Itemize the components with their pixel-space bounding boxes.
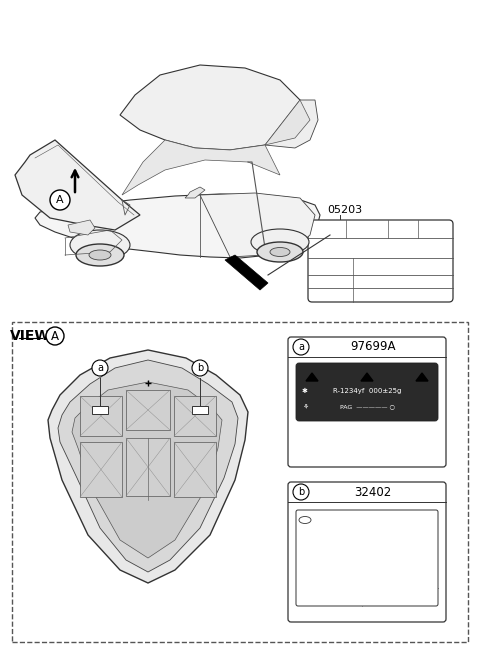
Ellipse shape [257, 242, 303, 262]
Text: ⚘: ⚘ [302, 404, 308, 410]
FancyBboxPatch shape [288, 482, 446, 622]
Polygon shape [306, 373, 318, 381]
Text: A: A [51, 329, 59, 342]
Circle shape [92, 360, 108, 376]
Bar [80, 396, 122, 436]
Ellipse shape [299, 516, 311, 523]
Ellipse shape [89, 250, 111, 260]
Text: VIEW: VIEW [10, 329, 50, 343]
Bar [92, 406, 108, 414]
Bar [174, 396, 216, 436]
Polygon shape [48, 350, 248, 583]
Bar [192, 406, 208, 414]
Bar [126, 390, 170, 430]
Ellipse shape [270, 247, 290, 256]
Polygon shape [58, 360, 238, 572]
Polygon shape [185, 187, 205, 198]
Circle shape [192, 360, 208, 376]
Polygon shape [68, 220, 95, 235]
Text: PAG  ————— ○: PAG ————— ○ [339, 405, 395, 409]
Text: a: a [97, 363, 103, 373]
Polygon shape [265, 100, 318, 148]
Polygon shape [225, 255, 268, 290]
Text: 05203: 05203 [327, 205, 362, 215]
Bar [174, 442, 216, 497]
FancyBboxPatch shape [308, 220, 453, 302]
Text: A: A [56, 195, 64, 205]
Polygon shape [122, 140, 280, 195]
Polygon shape [416, 373, 428, 381]
Text: 97699A: 97699A [350, 340, 396, 354]
Circle shape [293, 484, 309, 500]
FancyBboxPatch shape [288, 337, 446, 467]
Text: ✱: ✱ [302, 388, 308, 394]
Polygon shape [72, 382, 222, 558]
Text: 32402: 32402 [354, 485, 392, 499]
Circle shape [46, 327, 64, 345]
FancyBboxPatch shape [296, 363, 438, 421]
Ellipse shape [251, 229, 309, 255]
Polygon shape [200, 193, 315, 257]
Bar [12, 322, 468, 642]
Ellipse shape [76, 244, 124, 266]
Bar [80, 442, 122, 497]
Text: R-1234yf  000±25g: R-1234yf 000±25g [333, 388, 401, 394]
Bar [126, 438, 170, 496]
Polygon shape [265, 100, 310, 145]
Text: a: a [298, 342, 304, 352]
Polygon shape [120, 65, 310, 150]
FancyBboxPatch shape [296, 510, 438, 606]
Circle shape [50, 190, 70, 210]
Polygon shape [35, 194, 320, 258]
Polygon shape [361, 373, 373, 381]
Text: b: b [197, 363, 203, 373]
Polygon shape [15, 140, 140, 230]
Circle shape [293, 339, 309, 355]
Text: b: b [298, 487, 304, 497]
Ellipse shape [70, 230, 130, 260]
